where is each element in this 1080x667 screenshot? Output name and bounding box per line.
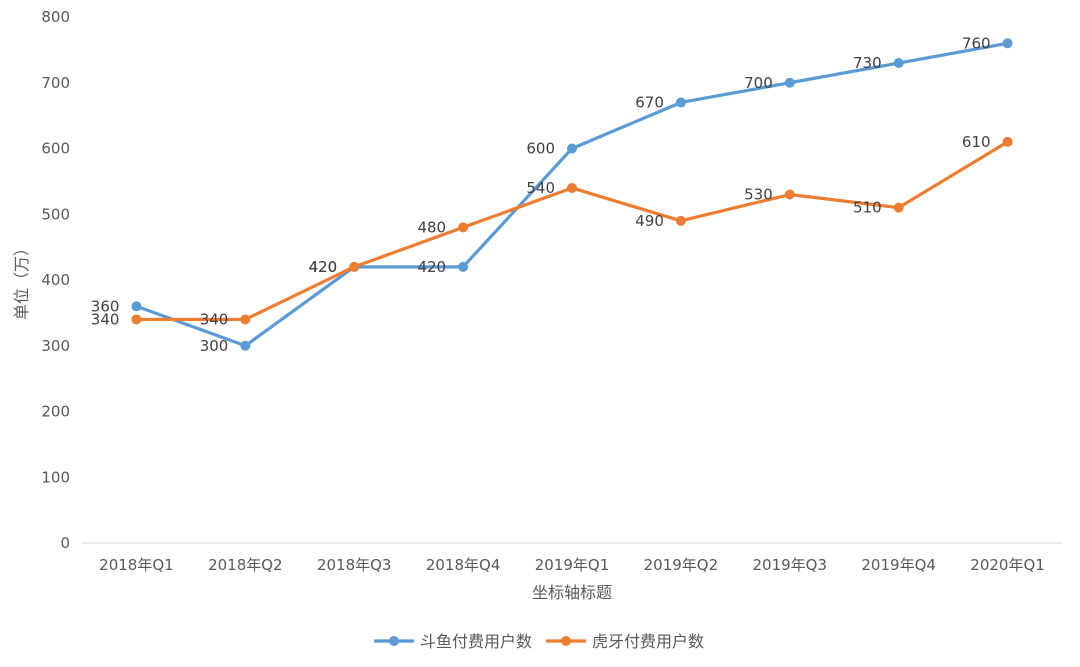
series-layer (131, 38, 1013, 351)
series-1 (131, 38, 1013, 351)
data-label: 610 (962, 133, 991, 151)
series-line (134, 140, 1010, 322)
x-tick-label: 2019年Q3 (753, 556, 828, 574)
data-label: 420 (309, 258, 338, 276)
data-label: 540 (526, 179, 555, 197)
data-label: 530 (744, 186, 773, 204)
data-label: 510 (853, 199, 882, 217)
x-tick-label: 2019年Q1 (535, 556, 610, 574)
x-axis-ticks: 2018年Q1 2018年Q2 2018年Q3 2018年Q4 2019年Q1 2019年… (99, 556, 1045, 574)
y-tick-label: 200 (41, 403, 70, 421)
data-label: 480 (417, 218, 446, 236)
x-tick-label: 2019年Q4 (861, 556, 936, 574)
data-label: 490 (635, 212, 664, 230)
data-label: 340 (200, 310, 229, 328)
legend: 斗鱼付费用户数 虎牙付费用户数 (374, 632, 704, 651)
legend-swatch-marker (389, 636, 399, 646)
data-point-marker (893, 58, 904, 69)
data-point-marker (893, 202, 904, 213)
legend-label: 虎牙付费用户数 (592, 632, 704, 651)
data-label: 700 (744, 74, 773, 92)
data-point-marker (458, 261, 469, 272)
y-tick-label: 0 (60, 534, 70, 552)
x-tick-label: 2018年Q1 (99, 556, 174, 574)
x-axis-title: 坐标轴标题 (532, 583, 612, 602)
data-label: 760 (962, 34, 991, 52)
data-point-marker (1002, 38, 1013, 49)
x-tick-label: 2019年Q2 (644, 556, 719, 574)
y-tick-label: 100 (41, 468, 70, 486)
x-tick-label: 2018年Q4 (426, 556, 501, 574)
data-label: 420 (309, 258, 338, 276)
y-axis-ticks: 0 100 200 300 400 500 600 700 800 (41, 8, 70, 552)
data-point-marker (131, 314, 142, 325)
legend-item: 虎牙付费用户数 (546, 632, 704, 651)
x-tick-label: 2020年Q1 (970, 556, 1045, 574)
legend-swatch-marker (561, 636, 571, 646)
y-tick-label: 500 (41, 205, 70, 223)
series-line (134, 41, 1010, 348)
y-tick-label: 300 (41, 337, 70, 355)
y-tick-label: 800 (41, 8, 70, 26)
data-point-marker (349, 261, 360, 272)
data-point-marker (458, 222, 469, 233)
legend-item: 斗鱼付费用户数 (374, 632, 532, 651)
data-label: 300 (200, 337, 229, 355)
series-2 (131, 136, 1013, 325)
y-tick-label: 600 (41, 140, 70, 158)
data-point-marker (675, 215, 686, 226)
y-tick-label: 700 (41, 74, 70, 92)
data-point-marker (567, 182, 577, 193)
legend-label: 斗鱼付费用户数 (420, 632, 532, 651)
data-point-marker (784, 189, 795, 200)
data-point-marker (675, 97, 686, 108)
data-label: 600 (526, 140, 555, 158)
y-tick-label: 400 (41, 271, 70, 289)
data-point-marker (1002, 136, 1013, 147)
data-label: 730 (853, 54, 882, 72)
x-tick-label: 2018年Q3 (317, 556, 392, 574)
data-point-marker (784, 77, 795, 88)
x-tick-label: 2018年Q2 (208, 556, 283, 574)
data-label: 360 (91, 297, 120, 315)
data-label: 340 (91, 310, 120, 328)
data-label: 420 (417, 258, 446, 276)
y-axis-title: 单位（万） (12, 240, 31, 320)
data-point-marker (131, 301, 142, 312)
data-point-marker (567, 143, 577, 154)
data-point-marker (240, 314, 251, 325)
data-label: 670 (635, 93, 664, 111)
data-point-marker (240, 340, 251, 351)
